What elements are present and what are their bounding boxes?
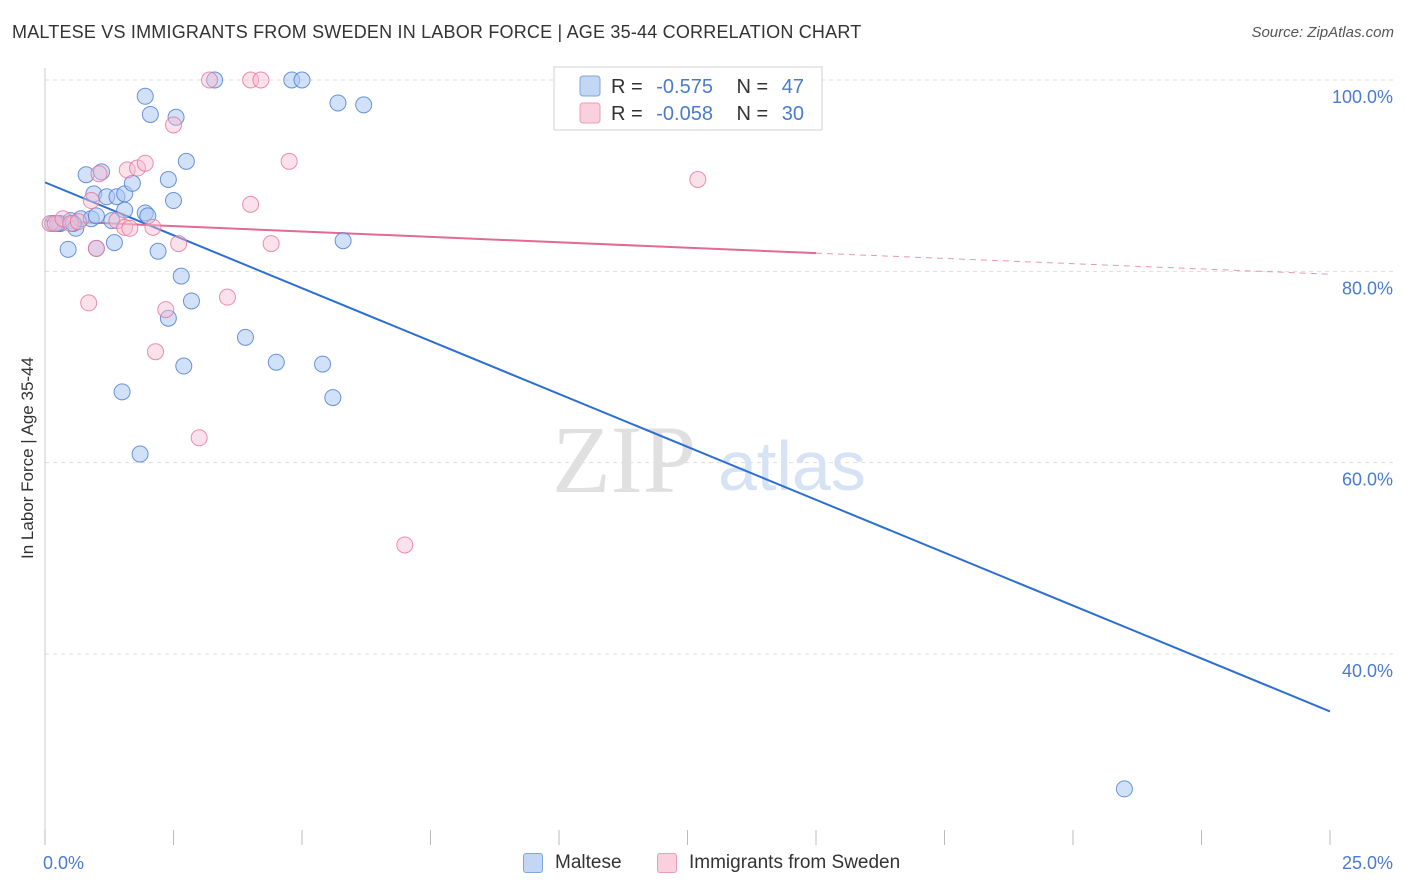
watermark-zip: ZIP: [552, 406, 696, 513]
point-sweden: [69, 213, 87, 231]
legend-n-label: N =: [737, 76, 769, 98]
point-sweden: [262, 235, 280, 253]
bottom-legend-swatch-maltese: [523, 853, 543, 873]
point-sweden: [689, 170, 707, 188]
axes: [44, 68, 1331, 845]
point-maltese: [59, 240, 77, 258]
point-maltese: [182, 292, 200, 310]
point-sweden: [82, 192, 100, 210]
chart-title: MALTESE VS IMMIGRANTS FROM SWEDEN IN LAB…: [12, 22, 862, 42]
point-maltese: [131, 445, 149, 463]
bottom-legend-label-maltese: Maltese: [555, 852, 622, 873]
point-maltese: [87, 207, 105, 225]
y-tick-label: 80.0%: [1342, 278, 1393, 298]
legend-n-value-maltese: 47: [782, 76, 804, 98]
point-maltese: [165, 192, 182, 210]
point-maltese: [93, 163, 111, 181]
point-maltese: [159, 170, 177, 188]
point-maltese: [236, 328, 254, 346]
trend-lines: [44, 181, 1331, 713]
trend-line-sweden: [44, 219, 817, 255]
point-sweden: [190, 429, 208, 447]
point-sweden: [165, 116, 182, 134]
svg-text:R = -0.058 N =: R = -0.058 N = 30: [611, 103, 804, 125]
grid-lines: [45, 79, 1393, 655]
point-sweden: [200, 71, 218, 89]
point-maltese: [355, 96, 373, 114]
point-maltese: [149, 242, 167, 260]
point-maltese: [141, 105, 159, 123]
point-maltese: [1115, 780, 1133, 798]
correlation-legend: R = -0.575 N = 47 R = -0.058 N = 30: [553, 66, 823, 131]
chart-source: Source: ZipAtlas.com: [1251, 24, 1394, 41]
x-tick-label-right: 25.0%: [1342, 853, 1393, 873]
point-sweden: [242, 71, 260, 89]
point-sweden: [280, 152, 298, 170]
point-sweden: [41, 215, 59, 232]
point-maltese: [267, 353, 285, 371]
legend-r-label: R =: [611, 103, 643, 125]
x-tick-label-left: 0.0%: [43, 853, 84, 873]
point-sweden: [242, 195, 260, 213]
point-maltese: [206, 71, 224, 89]
y-tick-label: 100.0%: [1332, 87, 1393, 107]
point-maltese: [136, 87, 154, 105]
data-points: [41, 71, 1133, 798]
point-maltese: [324, 389, 342, 407]
point-sweden: [157, 301, 175, 319]
legend-n-value-sweden: 30: [782, 103, 804, 125]
point-sweden: [90, 165, 108, 183]
bottom-legend-label-sweden: Immigrants from Sweden: [689, 852, 901, 873]
point-sweden: [252, 71, 270, 89]
point-maltese: [314, 355, 332, 373]
point-sweden: [80, 294, 98, 312]
bottom-legend-maltese: Maltese: [523, 852, 622, 874]
point-sweden: [87, 239, 105, 257]
point-maltese: [172, 267, 190, 285]
point-maltese: [293, 71, 311, 89]
y-tick-label: 40.0%: [1342, 661, 1393, 681]
point-sweden: [144, 218, 162, 236]
point-sweden: [218, 288, 236, 306]
point-maltese: [175, 357, 193, 375]
point-maltese: [113, 383, 131, 401]
watermark-atlas: atlas: [718, 427, 866, 505]
point-sweden: [396, 536, 414, 554]
point-maltese: [105, 234, 123, 252]
bottom-legend-swatch-sweden: [657, 853, 677, 873]
legend-n-label: N =: [737, 103, 769, 125]
y-tick-labels: 100.0% 80.0% 60.0% 40.0%: [1332, 87, 1393, 681]
watermark: ZIP atlas: [552, 406, 866, 513]
point-maltese: [329, 94, 347, 112]
point-sweden: [147, 343, 165, 361]
legend-r-value-maltese: -0.575: [656, 76, 713, 98]
point-sweden: [116, 218, 134, 236]
legend-r-label: R =: [611, 76, 643, 98]
bottom-legend-sweden: Immigrants from Sweden: [657, 852, 900, 874]
legend-swatch-maltese: [579, 75, 601, 97]
point-sweden: [136, 154, 154, 172]
point-maltese: [123, 174, 141, 192]
y-tick-label: 60.0%: [1342, 470, 1393, 490]
legend-r-value-sweden: -0.058: [656, 103, 713, 125]
trend-line-maltese: [44, 181, 1331, 713]
trend-line-sweden-extension: [815, 252, 1331, 275]
point-maltese: [334, 232, 352, 250]
legend-swatch-sweden: [579, 102, 601, 124]
point-sweden: [170, 235, 188, 253]
point-maltese: [177, 152, 195, 170]
point-sweden: [121, 219, 139, 237]
svg-text:R = -0.575 N =: R = -0.575 N = 47: [611, 76, 804, 98]
point-sweden: [118, 161, 136, 179]
